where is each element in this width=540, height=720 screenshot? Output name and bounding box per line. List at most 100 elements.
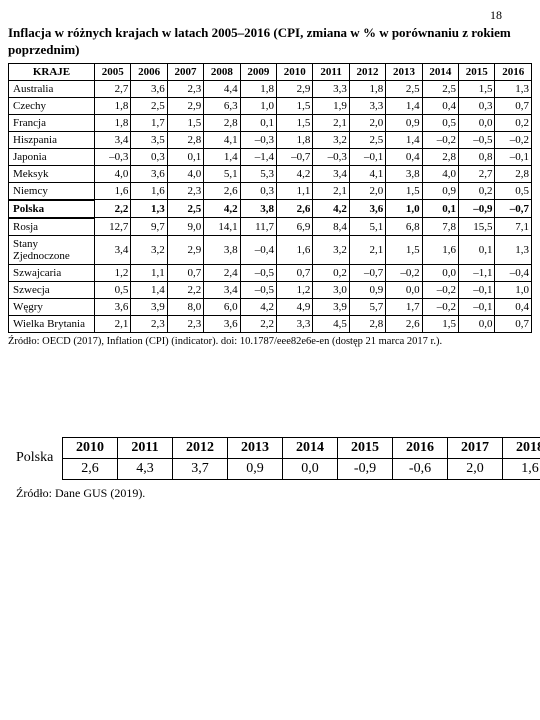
poland-table: Polska 2010 2011 2012 2013 2014 2015 201… bbox=[10, 437, 540, 480]
cell-value: 9,7 bbox=[131, 218, 167, 236]
cell-value: 4,9 bbox=[277, 298, 313, 315]
cell-value: 0,1 bbox=[240, 114, 276, 131]
cell-value: 0,2 bbox=[495, 114, 532, 131]
cell-value: 2,5 bbox=[422, 80, 458, 97]
cell-value: 3,6 bbox=[349, 200, 385, 218]
cell-value: –0,7 bbox=[349, 264, 385, 281]
cell-value: 0,9 bbox=[422, 182, 458, 200]
cell-value: 0,4 bbox=[386, 148, 422, 165]
cell-value: 12,7 bbox=[94, 218, 130, 236]
cell-value: 2,6 bbox=[277, 200, 313, 218]
header-year: 2016 bbox=[495, 63, 532, 80]
country-cell: Francja bbox=[9, 114, 95, 131]
cell-value: 0,7 bbox=[495, 97, 532, 114]
cell-value: 2,0 bbox=[349, 182, 385, 200]
table-row: Australia2,73,62,34,41,82,93,31,82,52,51… bbox=[9, 80, 532, 97]
cell-value: 2,2 bbox=[167, 281, 203, 298]
cell-value: 3,2 bbox=[131, 235, 167, 264]
cell-value: –0,5 bbox=[459, 131, 495, 148]
header-year: 2016 bbox=[393, 437, 448, 458]
cell-value: 2,7 bbox=[94, 80, 130, 97]
cell-value: 1,3 bbox=[495, 80, 532, 97]
cell-value: 4,1 bbox=[349, 165, 385, 182]
cell-value: 1,3 bbox=[495, 235, 532, 264]
cell-value: 0,0 bbox=[459, 315, 495, 332]
header-country: KRAJE bbox=[9, 63, 95, 80]
country-cell: Niemcy bbox=[9, 182, 95, 200]
table-row: Czechy1,82,52,96,31,01,51,93,31,40,40,30… bbox=[9, 97, 532, 114]
cell-value: 0,9 bbox=[349, 281, 385, 298]
cell-value: 3,6 bbox=[131, 80, 167, 97]
cell-value: 3,8 bbox=[386, 165, 422, 182]
cell-value: 2,2 bbox=[240, 315, 276, 332]
cell-value: 1,8 bbox=[277, 131, 313, 148]
cell-value: 3,4 bbox=[94, 235, 130, 264]
cell-value: 0,4 bbox=[422, 97, 458, 114]
cell-value: 3,6 bbox=[204, 315, 240, 332]
header-year: 2010 bbox=[63, 437, 118, 458]
cell-value: 4,5 bbox=[313, 315, 349, 332]
cell-value: –0,2 bbox=[422, 131, 458, 148]
cell-value: 2,3 bbox=[167, 80, 203, 97]
table-row: Polska2,21,32,54,23,82,64,23,61,00,1–0,9… bbox=[9, 200, 532, 218]
cell-value: 0,1 bbox=[459, 235, 495, 264]
header-year: 2007 bbox=[167, 63, 203, 80]
table-row: Niemcy1,61,62,32,60,31,12,12,01,50,90,20… bbox=[9, 182, 532, 200]
cell-value: 1,7 bbox=[131, 114, 167, 131]
cell-value: 0,1 bbox=[422, 200, 458, 218]
cell-value: 4,4 bbox=[204, 80, 240, 97]
cell-value: 5,1 bbox=[349, 218, 385, 236]
country-cell: Rosja bbox=[9, 218, 95, 236]
cell-value: 5,7 bbox=[349, 298, 385, 315]
header-year: 2018 bbox=[503, 437, 540, 458]
cell-value: 3,9 bbox=[313, 298, 349, 315]
cell-value: –0,3 bbox=[313, 148, 349, 165]
cell-value: 1,8 bbox=[349, 80, 385, 97]
source-note-1: Źródło: OECD (2017), Inflation (CPI) (in… bbox=[8, 336, 532, 347]
page-title: Inflacja w różnych krajach w latach 2005… bbox=[8, 25, 532, 59]
cell-value: 2,5 bbox=[131, 97, 167, 114]
cell-value: 2,5 bbox=[167, 200, 203, 218]
header-year: 2014 bbox=[422, 63, 458, 80]
cell-value: 1,3 bbox=[131, 200, 167, 218]
table-row: Rosja12,79,79,014,111,76,98,45,16,87,815… bbox=[9, 218, 532, 236]
cell-value: 4,0 bbox=[94, 165, 130, 182]
header-year: 2009 bbox=[240, 63, 276, 80]
cell-value: –0,4 bbox=[240, 235, 276, 264]
country-cell: Meksyk bbox=[9, 165, 95, 182]
cell-value: 6,3 bbox=[204, 97, 240, 114]
header-year: 2014 bbox=[283, 437, 338, 458]
header-year: 2013 bbox=[386, 63, 422, 80]
cell-value: 3,3 bbox=[277, 315, 313, 332]
cell-value: 3,4 bbox=[204, 281, 240, 298]
cell-value: 2,3 bbox=[131, 315, 167, 332]
cell-value: 1,8 bbox=[240, 80, 276, 97]
cell-value: 0,0 bbox=[422, 264, 458, 281]
cell-value: 1,5 bbox=[277, 114, 313, 131]
cell-value: 4,3 bbox=[118, 458, 173, 479]
cell-value: 1,6 bbox=[94, 182, 130, 200]
cell-value: 0,7 bbox=[277, 264, 313, 281]
cell-value: –0,1 bbox=[349, 148, 385, 165]
cell-value: 2,0 bbox=[349, 114, 385, 131]
cell-value: 2,8 bbox=[349, 315, 385, 332]
table-row: 2,6 4,3 3,7 0,9 0,0 -0,9 -0,6 2,0 1,6 bbox=[10, 458, 540, 479]
cell-value: 1,8 bbox=[94, 114, 130, 131]
header-year: 2012 bbox=[349, 63, 385, 80]
cell-value: –0,5 bbox=[240, 281, 276, 298]
cell-value: –0,2 bbox=[422, 298, 458, 315]
cell-value: 1,5 bbox=[386, 235, 422, 264]
cell-value: 0,1 bbox=[167, 148, 203, 165]
cell-value: 1,1 bbox=[277, 182, 313, 200]
table-row: Stany Zjednoczone3,43,22,93,8–0,41,63,22… bbox=[9, 235, 532, 264]
table-header-row: Polska 2010 2011 2012 2013 2014 2015 201… bbox=[10, 437, 540, 458]
cell-value: 3,4 bbox=[94, 131, 130, 148]
cell-value: 0,3 bbox=[240, 182, 276, 200]
cell-value: 1,0 bbox=[240, 97, 276, 114]
cell-value: 3,3 bbox=[313, 80, 349, 97]
cell-value: 1,5 bbox=[277, 97, 313, 114]
country-cell: Japonia bbox=[9, 148, 95, 165]
cell-value: 0,7 bbox=[167, 264, 203, 281]
cell-value: 0,2 bbox=[313, 264, 349, 281]
cell-value: 2,9 bbox=[277, 80, 313, 97]
